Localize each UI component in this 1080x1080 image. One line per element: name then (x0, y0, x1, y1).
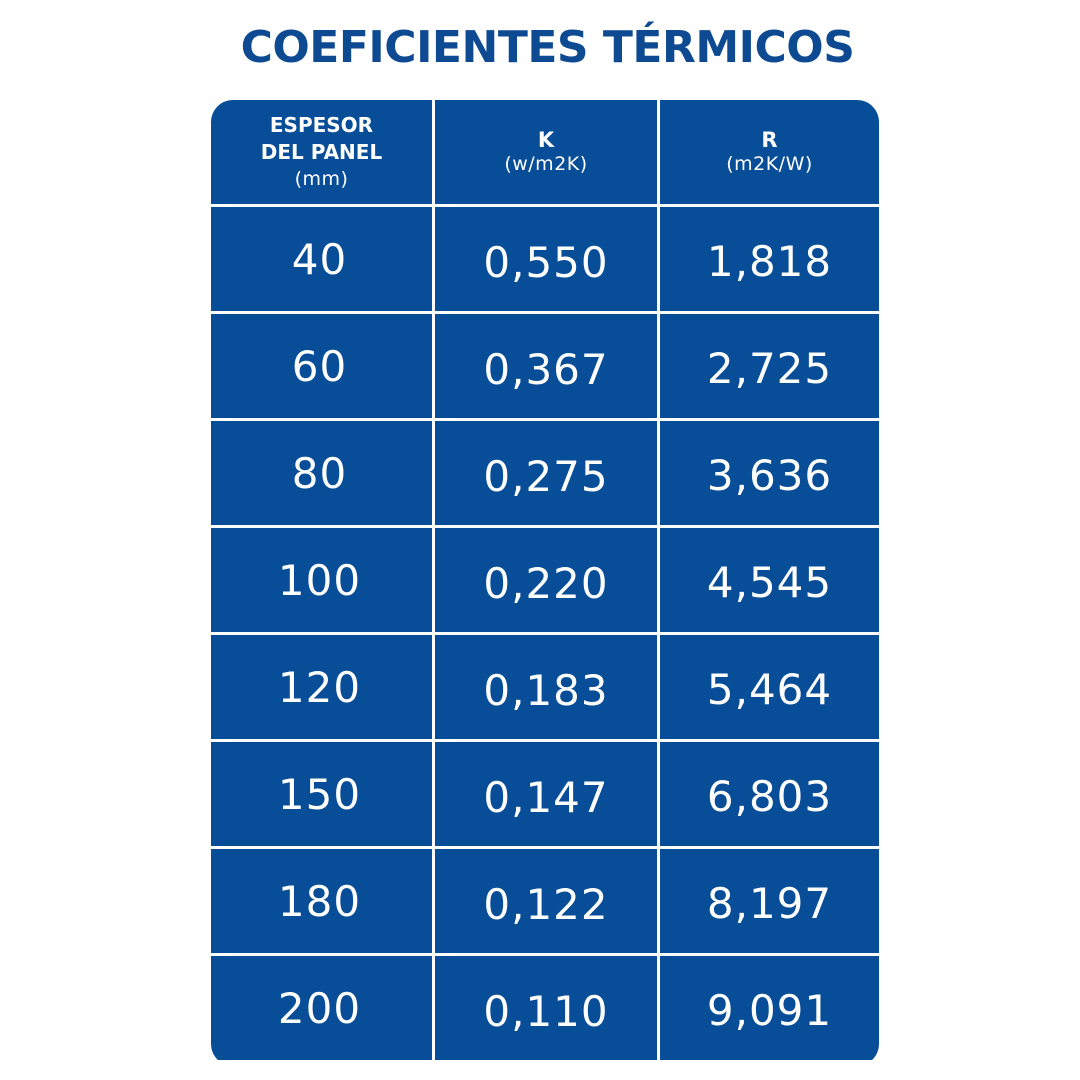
table-cell-r: 5,464 (660, 635, 879, 739)
table-cell-espesor: 180 (211, 849, 432, 953)
table-cell-k: 0,367 (435, 314, 657, 418)
header-espesor: ESPESOR DEL PANEL (mm) (211, 100, 432, 204)
table-cell-espesor: 200 (211, 956, 432, 1060)
table-cell-k: 0,147 (435, 742, 657, 846)
table-cell-r: 3,636 (660, 421, 879, 525)
table-cell-k: 0,275 (435, 421, 657, 525)
page-title: COEFICIENTES TÉRMICOS (240, 22, 855, 73)
thermal-coefficients-table: ESPESOR DEL PANEL (mm) K (w/m2K) R (m2K/… (211, 100, 879, 1066)
header-k: K (w/m2K) (435, 100, 657, 204)
header-k-unit: (w/m2K) (504, 153, 588, 176)
table-cell-espesor: 60 (211, 314, 432, 418)
table-cell-k: 0,122 (435, 849, 657, 953)
table-cell-k: 0,220 (435, 528, 657, 632)
header-r: R (m2K/W) (660, 100, 879, 204)
table-cell-r: 1,818 (660, 207, 879, 311)
table-cell-k: 0,183 (435, 635, 657, 739)
header-r-label: R (761, 128, 778, 152)
table-cell-r: 8,197 (660, 849, 879, 953)
table-cell-r: 2,725 (660, 314, 879, 418)
table-cell-k: 0,110 (435, 956, 657, 1060)
header-k-label: K (537, 128, 555, 152)
header-r-unit: (m2K/W) (726, 153, 813, 176)
table-cell-r: 9,091 (660, 956, 879, 1060)
header-espesor-unit: (mm) (294, 167, 349, 190)
table-cell-espesor: 100 (211, 528, 432, 632)
table-cell-r: 4,545 (660, 528, 879, 632)
table-cell-espesor: 80 (211, 421, 432, 525)
header-espesor-line2: DEL PANEL (260, 139, 383, 164)
table-cell-espesor: 120 (211, 635, 432, 739)
header-espesor-line1: ESPESOR (269, 112, 374, 137)
table-cell-k: 0,550 (435, 207, 657, 311)
table-cell-espesor: 40 (211, 207, 432, 311)
table-cell-r: 6,803 (660, 742, 879, 846)
table-cell-espesor: 150 (211, 742, 432, 846)
